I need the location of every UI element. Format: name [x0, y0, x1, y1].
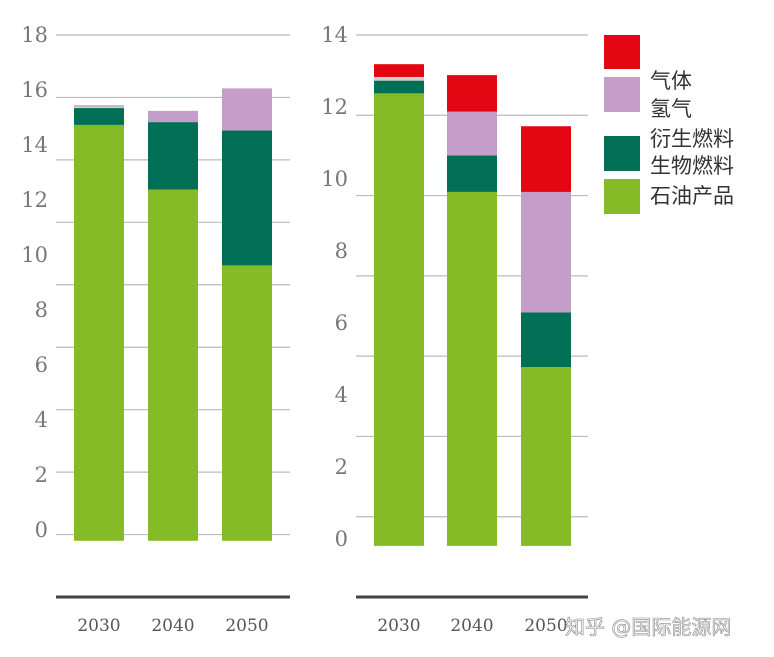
y-tick-label: 18 [21, 23, 48, 47]
bar-segment-gas-2050 [521, 126, 571, 192]
bar-segment-petroleum-2050 [521, 367, 571, 546]
bar-segment-biofuel-2030 [74, 108, 124, 125]
x-tick-label: 2040 [450, 616, 493, 636]
bar-segment-petroleum-2040 [148, 189, 198, 541]
legend-swatch-petroleum [604, 179, 640, 214]
bar-segment-derived_fuel-2030 [374, 76, 424, 81]
bar-segment-gas-2040 [447, 75, 497, 112]
bar-segment-petroleum-2050 [222, 265, 272, 541]
bar-segment-biofuel-2030 [374, 80, 424, 94]
x-tick-label: 2030 [377, 616, 420, 636]
y-tick-label: 6 [35, 353, 48, 377]
x-tick-label: 2050 [524, 616, 567, 636]
bar-segment-hydrogen-2030 [74, 105, 124, 107]
legend-label: 衍生燃料 [650, 127, 734, 151]
left-chart-panel: 18 16 14 12 10 8 6 4 2 0 2030 2040 2050 [21, 23, 290, 636]
y-tick-label: 4 [35, 408, 48, 432]
y-tick-label: 10 [21, 243, 48, 267]
bar-segment-gas-2030 [374, 64, 424, 77]
y-tick-label: 14 [321, 23, 348, 47]
legend-swatch-hydrogen [604, 77, 640, 112]
legend-swatch-biofuel [604, 136, 640, 171]
bar-segment-biofuel-2040 [447, 155, 497, 192]
bar-segment-hydrogen-2040 [447, 111, 497, 156]
bar-segment-hydrogen-2040 [148, 110, 198, 123]
y-tick-label: 4 [335, 383, 348, 407]
y-tick-label: 16 [21, 78, 48, 102]
y-tick-label: 0 [35, 518, 48, 542]
y-tick-label: 2 [35, 463, 48, 487]
bar-segment-biofuel-2040 [148, 122, 198, 190]
legend-label: 氢气 [650, 97, 692, 121]
legend-label: 气体 [650, 69, 692, 93]
bar-segment-petroleum-2030 [374, 93, 424, 546]
right-chart-panel: 14 12 10 8 6 4 2 0 2030 2040 2050 [321, 23, 588, 636]
x-tick-label: 2050 [225, 616, 268, 636]
bar-segment-petroleum-2040 [447, 191, 497, 546]
legend-label: 石油产品 [650, 184, 734, 208]
y-tick-label: 8 [35, 298, 48, 322]
bar-segment-derived_fuel-2030 [74, 106, 124, 109]
y-tick-label: 10 [321, 167, 348, 191]
legend-label: 生物燃料 [650, 154, 734, 178]
watermark: 知乎 @国际能源网 [565, 615, 731, 639]
bar-segment-hydrogen-2050 [222, 88, 272, 131]
x-tick-label: 2040 [151, 616, 194, 636]
y-tick-label: 12 [21, 188, 48, 212]
bar-segment-petroleum-2030 [74, 124, 124, 541]
y-tick-label: 8 [335, 239, 348, 263]
y-tick-label: 12 [321, 95, 348, 119]
y-tick-label: 0 [335, 527, 348, 551]
y-tick-label: 2 [335, 455, 348, 479]
x-tick-label: 2030 [77, 616, 120, 636]
bar-segment-biofuel-2050 [521, 312, 571, 368]
legend-swatch-gas [604, 35, 640, 69]
y-tick-label: 14 [21, 133, 48, 157]
y-tick-label: 6 [335, 311, 348, 335]
bar-segment-hydrogen-2050 [521, 191, 571, 313]
bar-segment-biofuel-2050 [222, 130, 272, 266]
